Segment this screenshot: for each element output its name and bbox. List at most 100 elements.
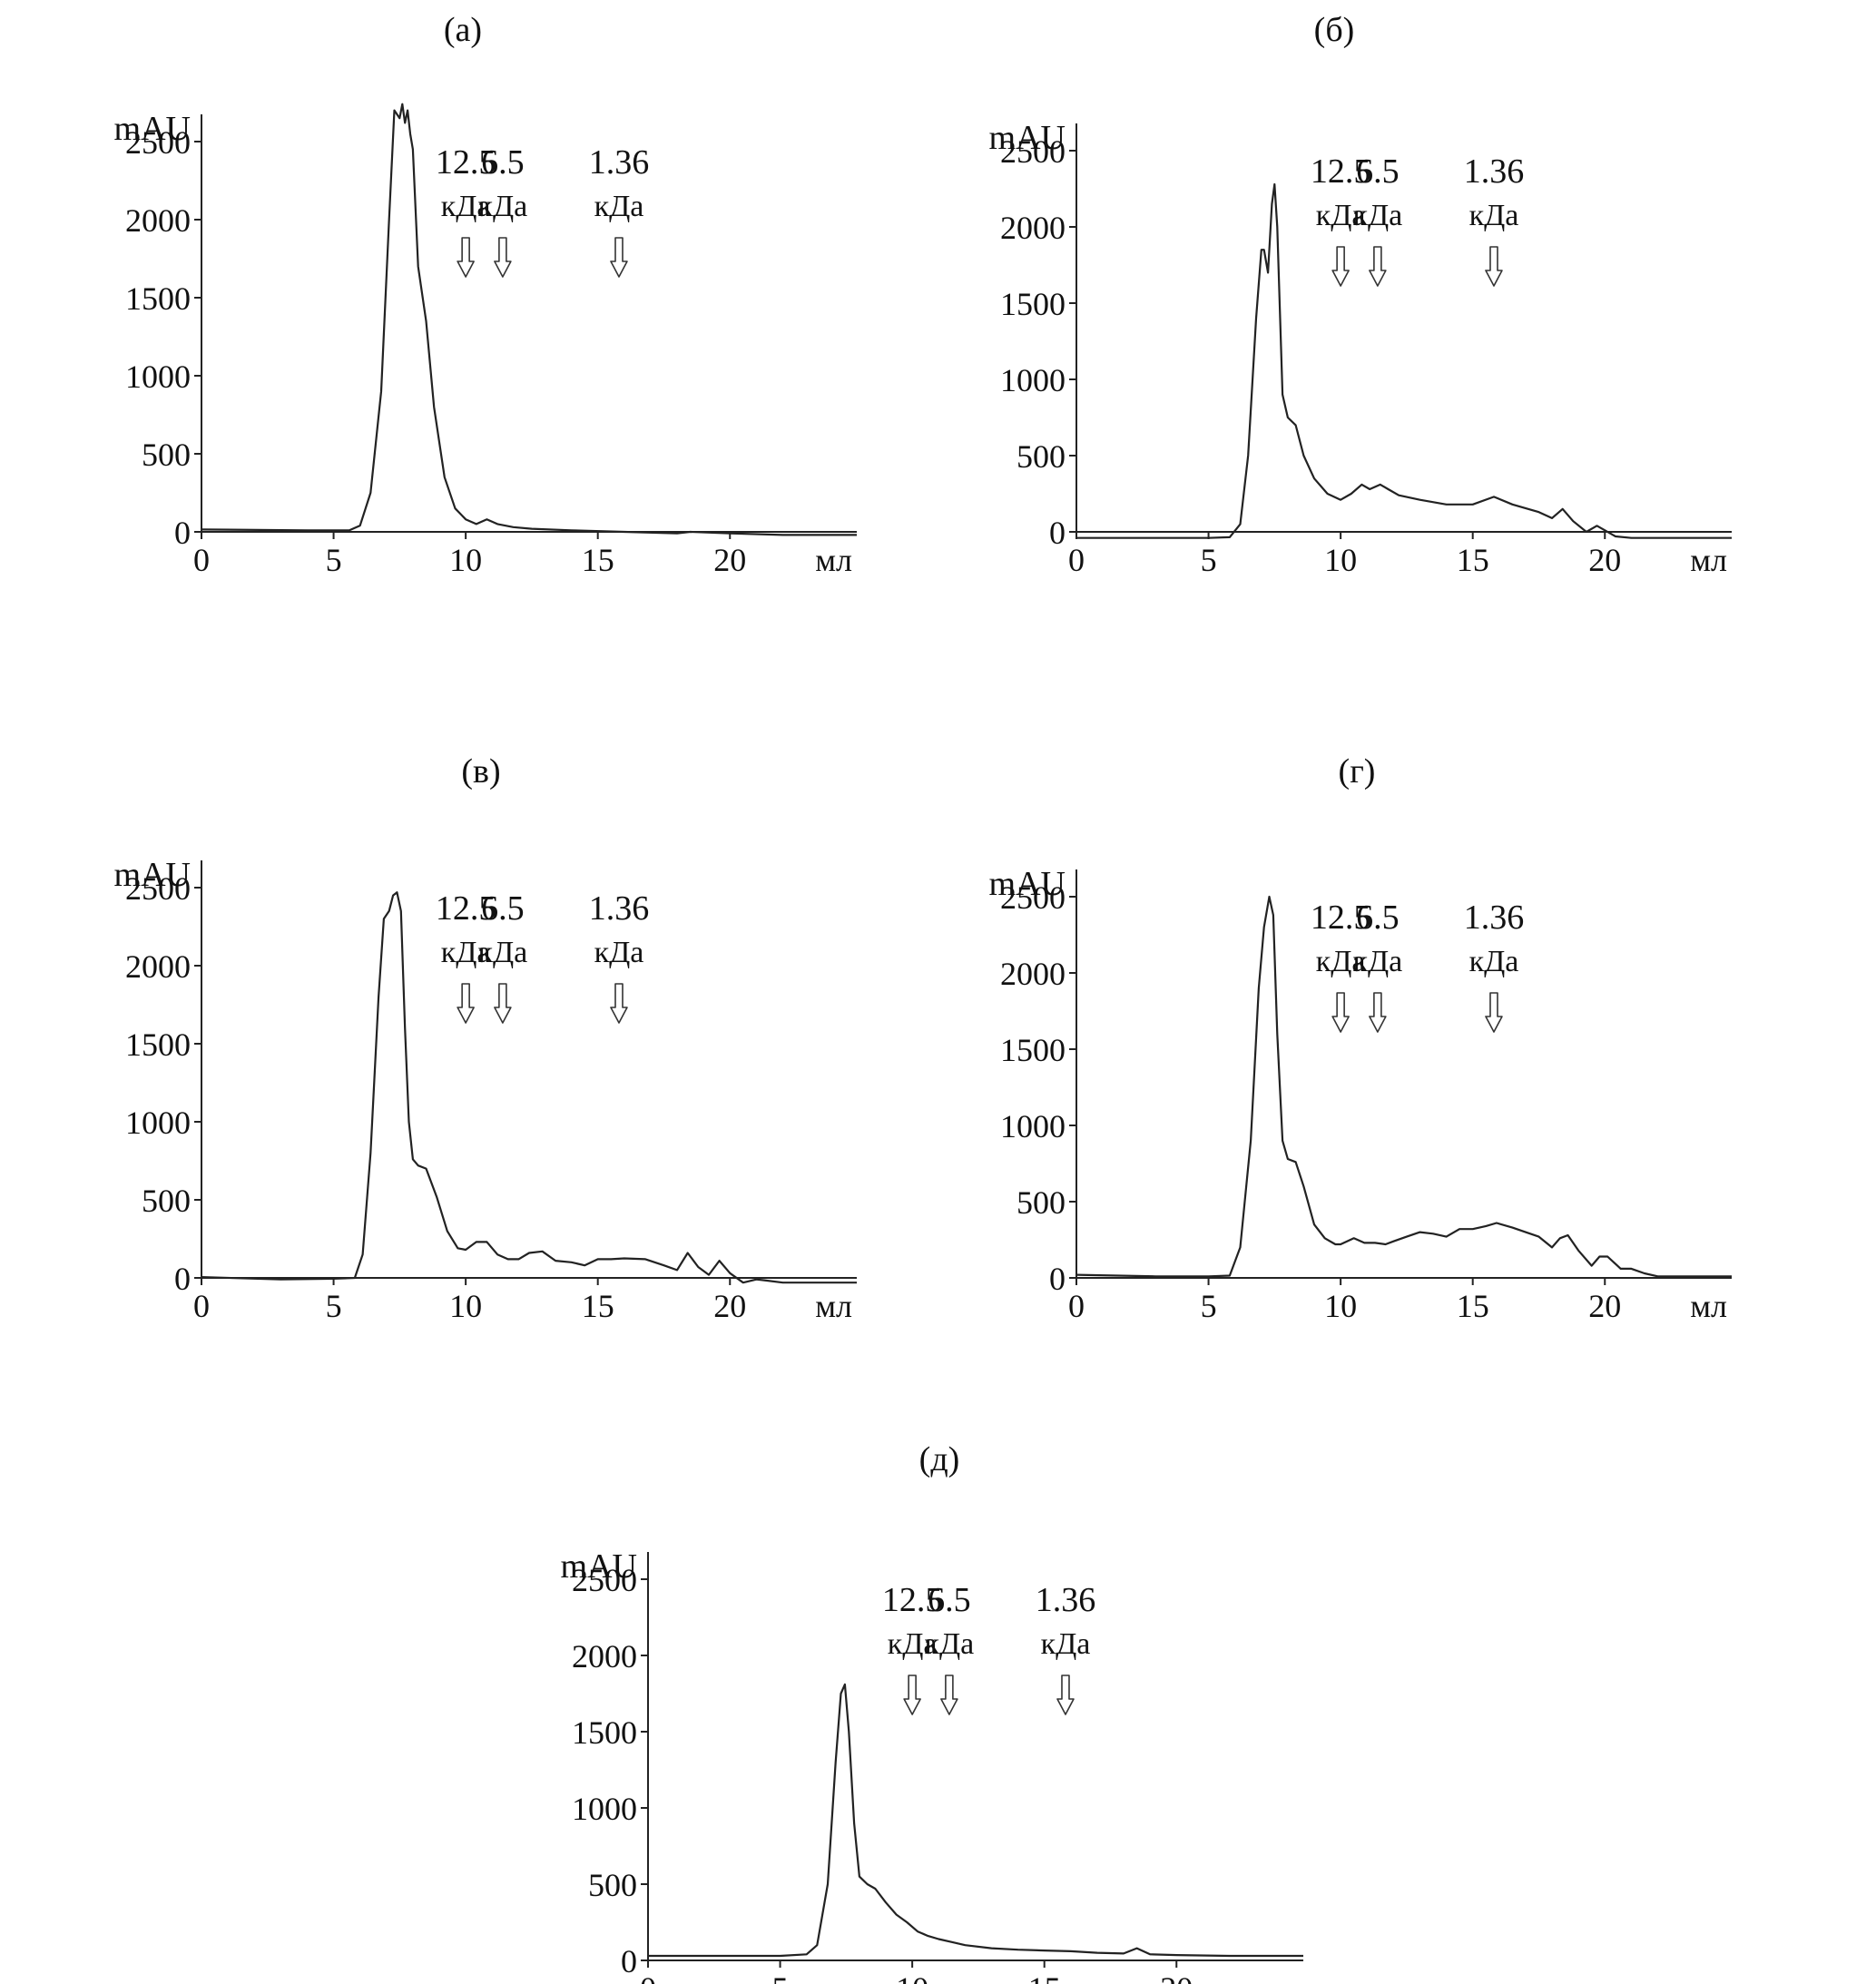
x-tick-label: 5 bbox=[1201, 1288, 1217, 1324]
marker-value-label: 12.5 bbox=[882, 1581, 943, 1619]
y-axis-label: mAU bbox=[989, 865, 1066, 903]
y-tick-label: 1500 bbox=[572, 1714, 637, 1751]
y-tick-label: 2000 bbox=[125, 202, 191, 239]
marker-value-label: 1.36 bbox=[589, 889, 650, 928]
x-tick-label: 20 bbox=[1160, 1970, 1193, 1984]
down-arrow-icon bbox=[1369, 246, 1387, 287]
x-tick-label: 0 bbox=[640, 1970, 656, 1984]
y-tick-label: 1000 bbox=[1000, 1108, 1066, 1144]
marker-unit-label: кДа bbox=[1469, 199, 1519, 232]
x-axis-unit: мл bbox=[1690, 542, 1727, 578]
x-tick-label: 0 bbox=[1068, 542, 1085, 578]
x-tick-label: 10 bbox=[896, 1970, 928, 1984]
y-tick-label: 1500 bbox=[125, 1026, 191, 1063]
x-tick-label: 20 bbox=[713, 1288, 746, 1324]
marker-value-label: 6.5 bbox=[928, 1581, 971, 1619]
y-tick-label: 2000 bbox=[125, 948, 191, 985]
marker-value-label: 1.36 bbox=[1036, 1581, 1096, 1619]
marker-value-label: 1.36 bbox=[1464, 899, 1525, 937]
x-tick-label: 0 bbox=[193, 1288, 210, 1324]
x-tick-label: 15 bbox=[1457, 1288, 1489, 1324]
x-tick-label: 20 bbox=[1588, 542, 1621, 578]
series-line-0 bbox=[1076, 895, 1732, 1278]
down-arrow-icon bbox=[1331, 246, 1350, 287]
x-tick-label: 5 bbox=[326, 542, 342, 578]
x-tick-label: 10 bbox=[1324, 1288, 1357, 1324]
marker-unit-label: кДа bbox=[441, 190, 491, 223]
marker-value-label: 12.5 bbox=[436, 143, 496, 182]
y-tick-label: 2000 bbox=[1000, 956, 1066, 992]
x-tick-label: 15 bbox=[582, 1288, 614, 1324]
series-line-0 bbox=[201, 891, 857, 1284]
marker-value-label: 6.5 bbox=[481, 143, 525, 182]
y-tick-label: 1500 bbox=[1000, 286, 1066, 322]
y-tick-label: 0 bbox=[1049, 1261, 1066, 1297]
y-tick-label: 500 bbox=[142, 437, 191, 473]
x-tick-label: 20 bbox=[1588, 1288, 1621, 1324]
y-tick-label: 2500 bbox=[572, 1562, 637, 1598]
marker-unit-label: кДа bbox=[477, 190, 527, 223]
down-arrow-icon bbox=[494, 983, 512, 1024]
marker-unit-label: кДа bbox=[1469, 945, 1519, 978]
panel-label: (а) bbox=[444, 11, 482, 49]
marker-value-label: 6.5 bbox=[1356, 152, 1400, 191]
marker-value-label: 12.5 bbox=[436, 889, 496, 928]
y-tick-label: 0 bbox=[1049, 515, 1066, 551]
x-tick-label: 15 bbox=[582, 542, 614, 578]
marker-unit-label: кДа bbox=[1352, 199, 1402, 232]
y-tick-label: 1000 bbox=[1000, 362, 1066, 398]
x-tick-label: 5 bbox=[326, 1288, 342, 1324]
x-tick-label: 15 bbox=[1457, 542, 1489, 578]
x-tick-label: 0 bbox=[193, 542, 210, 578]
series-line-0 bbox=[1076, 182, 1732, 539]
y-tick-label: 1500 bbox=[1000, 1032, 1066, 1068]
series-line-0 bbox=[201, 103, 857, 536]
down-arrow-icon bbox=[457, 983, 475, 1024]
x-tick-label: 10 bbox=[1324, 542, 1357, 578]
x-tick-label: 5 bbox=[1201, 542, 1217, 578]
y-tick-label: 500 bbox=[588, 1867, 637, 1903]
y-tick-label: 2500 bbox=[125, 870, 191, 907]
y-tick-label: 1000 bbox=[572, 1791, 637, 1827]
down-arrow-icon bbox=[1331, 992, 1350, 1033]
y-tick-label: 0 bbox=[174, 1261, 191, 1297]
marker-value-label: 6.5 bbox=[1356, 899, 1400, 937]
marker-unit-label: кДа bbox=[888, 1627, 938, 1661]
down-arrow-icon bbox=[1485, 992, 1503, 1033]
marker-unit-label: кДа bbox=[1041, 1627, 1091, 1661]
y-tick-label: 2000 bbox=[572, 1638, 637, 1675]
down-arrow-icon bbox=[457, 237, 475, 278]
y-tick-label: 0 bbox=[174, 515, 191, 551]
marker-unit-label: кДа bbox=[441, 936, 491, 969]
y-tick-label: 500 bbox=[1017, 1184, 1066, 1221]
down-arrow-icon bbox=[1485, 246, 1503, 287]
x-tick-label: 15 bbox=[1028, 1970, 1061, 1984]
marker-unit-label: кДа bbox=[1352, 945, 1402, 978]
y-tick-label: 1500 bbox=[125, 280, 191, 317]
panel-label: (д) bbox=[919, 1440, 960, 1478]
series-line-0 bbox=[648, 1683, 1303, 1958]
x-axis-unit: мл bbox=[815, 1288, 852, 1324]
down-arrow-icon bbox=[610, 983, 628, 1024]
x-axis-unit: мл bbox=[815, 542, 852, 578]
marker-value-label: 12.5 bbox=[1311, 899, 1371, 937]
marker-value-label: 1.36 bbox=[589, 143, 650, 182]
marker-unit-label: кДа bbox=[1316, 945, 1366, 978]
panel-label: (г) bbox=[1339, 752, 1376, 791]
down-arrow-icon bbox=[903, 1675, 921, 1715]
y-tick-label: 2000 bbox=[1000, 210, 1066, 246]
down-arrow-icon bbox=[1056, 1675, 1075, 1715]
down-arrow-icon bbox=[1369, 992, 1387, 1033]
y-axis-label: mAU bbox=[989, 119, 1066, 157]
x-tick-label: 20 bbox=[713, 542, 746, 578]
y-tick-label: 500 bbox=[1017, 438, 1066, 475]
marker-value-label: 6.5 bbox=[481, 889, 525, 928]
x-tick-label: 0 bbox=[1068, 1288, 1085, 1324]
x-axis-unit: мл bbox=[1690, 1288, 1727, 1324]
panel-label: (б) bbox=[1314, 11, 1355, 49]
y-tick-label: 2500 bbox=[125, 124, 191, 161]
